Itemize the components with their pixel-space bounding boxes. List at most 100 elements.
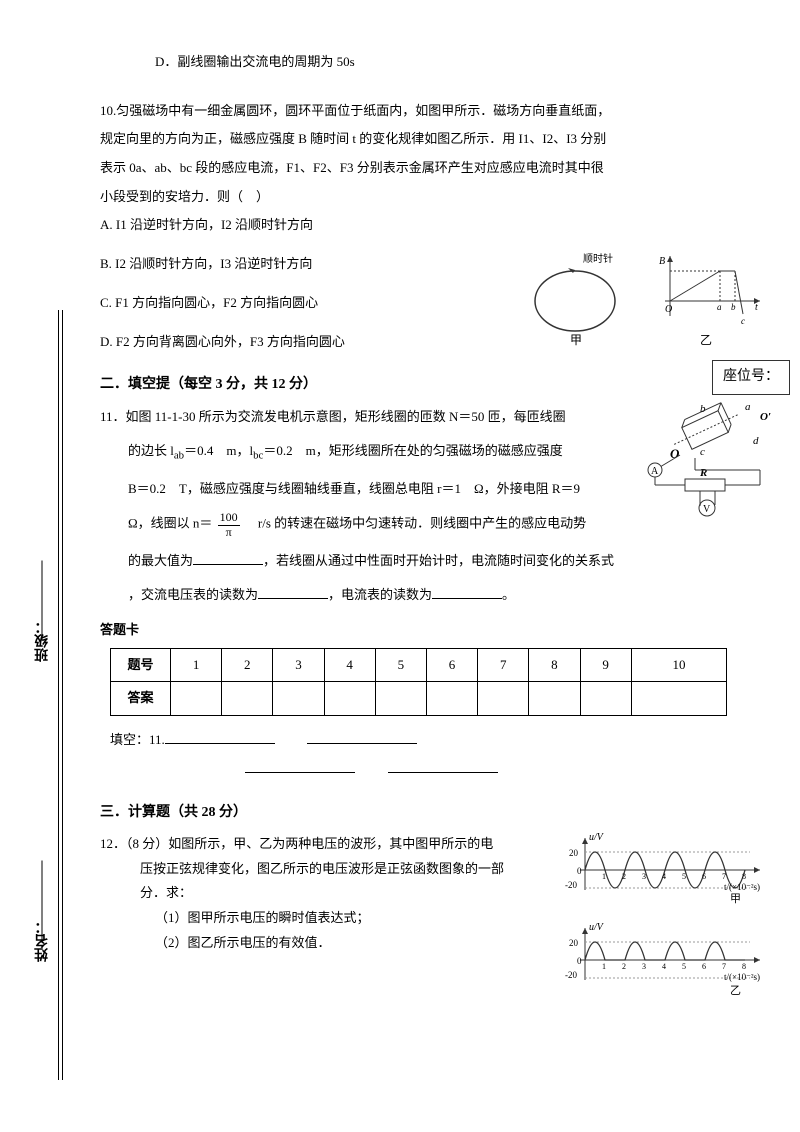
svg-text:u/V: u/V: [589, 922, 605, 933]
svg-text:-20: -20: [565, 880, 577, 890]
q11-l6: ，交流电压表的读数为，电流表的读数为。: [128, 583, 618, 608]
q10-option-d: D. F2 方向背离圆心向外，F3 方向指向圆心: [100, 330, 580, 355]
blank-1[interactable]: [193, 549, 263, 565]
svg-text:3: 3: [642, 872, 646, 881]
clockwise-label: 顺时针: [583, 252, 613, 265]
blank-3[interactable]: [432, 583, 502, 599]
fill-blank-3[interactable]: [245, 757, 355, 773]
q11-l3: B＝0.2 T，磁感应强度与线圈轴线垂直，线圈总电阻 r＝1 Ω，外接电阻 R＝…: [128, 477, 618, 502]
col-5: 5: [375, 648, 426, 682]
svg-text:3: 3: [642, 962, 646, 971]
svg-text:O: O: [665, 304, 672, 315]
yi-label: 乙: [700, 333, 712, 346]
q11-l2: 的边长 lab＝0.4 m，lbc＝0.2 m，矩形线圈所在处的匀强磁场的磁感应…: [128, 439, 618, 466]
wave-diagram: u/V 20 0 -20 1 2 3 4 5 6 7 8 t/(×10⁻²s) …: [565, 830, 780, 1020]
col-3: 3: [273, 648, 324, 682]
fraction: 100 π: [218, 511, 240, 538]
answer-cell[interactable]: [426, 682, 477, 716]
col-9: 9: [580, 648, 631, 682]
fill-blank-1[interactable]: [165, 728, 275, 744]
svg-text:t/(×10⁻²s): t/(×10⁻²s): [724, 972, 760, 982]
answer-cell[interactable]: [580, 682, 631, 716]
answer-cell[interactable]: [631, 682, 727, 716]
svg-text:b: b: [731, 302, 736, 312]
answer-cell[interactable]: [478, 682, 529, 716]
q12-s2: （2）图乙所示电压的有效值．: [155, 931, 585, 956]
svg-text:20: 20: [569, 848, 579, 858]
svg-text:V: V: [703, 504, 711, 515]
svg-text:c: c: [700, 446, 705, 458]
fill-blank-2[interactable]: [307, 728, 417, 744]
svg-text:t/(×10⁻²s): t/(×10⁻²s): [724, 882, 760, 892]
seat-number-box: 座位号：: [712, 360, 790, 395]
answer-cell[interactable]: [222, 682, 273, 716]
th-ans: 答案: [111, 682, 171, 716]
q10-stem-l3: 表示 0a、ab、bc 段的感应电流，F1、F2、F3 分别表示金属环产生对应感…: [100, 156, 730, 181]
wave-yi: u/V 20 0 -20 1 2 3 4 5 6 7 8 t/(×10⁻²s) …: [565, 922, 760, 997]
q9-option-d: D．副线圈输出交流电的周期为 50s: [155, 50, 730, 75]
q12-s1: （1）图甲所示电压的瞬时值表达式；: [155, 906, 585, 931]
answer-cell[interactable]: [171, 682, 222, 716]
svg-text:-20: -20: [565, 970, 577, 980]
svg-text:7: 7: [722, 962, 726, 971]
answer-cell[interactable]: [324, 682, 375, 716]
svg-text:b: b: [700, 403, 706, 415]
class-line: [42, 561, 43, 641]
answer-table: 题号 1 2 3 4 5 6 7 8 9 10 答案: [110, 648, 727, 716]
blank-2[interactable]: [258, 583, 328, 599]
wave-jia: u/V 20 0 -20 1 2 3 4 5 6 7 8 t/(×10⁻²s) …: [565, 832, 760, 905]
col-2: 2: [222, 648, 273, 682]
fill-line-1: 填空：11.: [110, 728, 730, 753]
svg-text:5: 5: [682, 962, 686, 971]
name-label: 姓名：: [30, 920, 57, 962]
q11-l4: Ω，线圈以 n＝ 100 π r/s 的转速在磁场中匀速转动．则线圈中产生的感应…: [128, 511, 618, 538]
svg-text:u/V: u/V: [589, 832, 605, 843]
col-7: 7: [478, 648, 529, 682]
col-10: 10: [631, 648, 727, 682]
q10-stem-l1: 10.匀强磁场中有一细金属圆环，圆环平面位于纸面内，如图甲所示．磁场方向垂直纸面…: [100, 99, 730, 124]
section-3-title: 三．计算题（共 28 分）: [100, 800, 730, 827]
q10-stem-l2: 规定向里的方向为正，磁感应强度 B 随时间 t 的变化规律如图乙所示．用 I1、…: [100, 127, 730, 152]
q11-l5: 的最大值为，若线圈从通过中性面时开始计时，电流随时间变化的关系式: [128, 549, 618, 574]
svg-text:5: 5: [682, 872, 686, 881]
svg-text:6: 6: [702, 872, 706, 881]
answer-cell[interactable]: [273, 682, 324, 716]
svg-text:t: t: [755, 302, 758, 313]
svg-text:a: a: [717, 302, 722, 312]
svg-text:c: c: [741, 316, 745, 326]
svg-text:1: 1: [602, 872, 606, 881]
q12-l3: 分．求：: [140, 881, 570, 906]
q10-option-a: A. I1 沿逆时针方向，I2 沿顺时针方向: [100, 213, 580, 238]
svg-text:1: 1: [602, 962, 606, 971]
q11-l1: 11．如图 11-1-30 所示为交流发电机示意图，矩形线圈的匝数 N＝50 匝…: [100, 405, 590, 430]
svg-text:乙: 乙: [730, 984, 741, 997]
svg-text:A: A: [651, 466, 659, 477]
q10-option-c: C. F1 方向指向圆心，F2 方向指向圆心: [100, 291, 580, 316]
svg-text:4: 4: [662, 962, 666, 971]
q12-l1: 12．（8 分）如图所示，甲、乙为两种电压的波形，其中图甲所示的电: [100, 832, 530, 857]
page-content: D．副线圈输出交流电的周期为 50s 10.匀强磁场中有一细金属圆环，圆环平面位…: [100, 50, 730, 956]
q10-option-b: B. I2 沿顺时针方向，I3 沿逆时针方向: [100, 252, 580, 277]
th-num: 题号: [111, 648, 171, 682]
fill-line-2: [245, 757, 730, 782]
svg-text:7: 7: [722, 872, 726, 881]
svg-text:2: 2: [622, 872, 626, 881]
fill-blank-4[interactable]: [388, 757, 498, 773]
section-2-title: 二．填空提（每空 3 分，共 12 分）: [100, 372, 730, 399]
col-4: 4: [324, 648, 375, 682]
answer-cell[interactable]: [375, 682, 426, 716]
answer-card-label: 答题卡: [100, 618, 730, 643]
col-6: 6: [426, 648, 477, 682]
q10-diagram: 顺时针 甲 B t O a b c 乙: [525, 246, 765, 346]
class-label: 班级：: [30, 620, 57, 662]
col-1: 1: [171, 648, 222, 682]
svg-text:0: 0: [577, 866, 582, 876]
svg-text:4: 4: [662, 872, 666, 881]
svg-text:a: a: [745, 401, 751, 413]
side-labels: 班级： 姓名：: [20, 0, 60, 1132]
svg-text:O′: O′: [760, 411, 771, 423]
svg-text:8: 8: [742, 962, 746, 971]
table-row: 答案: [111, 682, 727, 716]
name-line: [42, 861, 43, 941]
answer-cell[interactable]: [529, 682, 580, 716]
